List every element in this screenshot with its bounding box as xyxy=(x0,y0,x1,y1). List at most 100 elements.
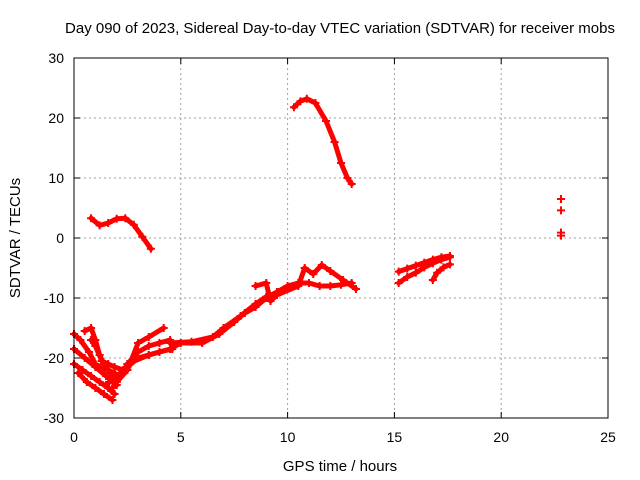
data-point xyxy=(557,231,566,240)
data-point xyxy=(138,232,147,241)
data-point xyxy=(445,260,454,269)
data-point xyxy=(309,270,318,278)
data-point xyxy=(428,255,437,264)
data-point xyxy=(112,378,121,386)
y-axis-label: SDTVAR / TECUs xyxy=(7,178,24,298)
y-tick-label: 20 xyxy=(48,110,64,126)
data-point xyxy=(159,324,168,332)
x-tick-label: 10 xyxy=(280,429,296,445)
data-point xyxy=(112,214,121,223)
data-point xyxy=(337,159,345,167)
data-point xyxy=(315,282,324,290)
data-point xyxy=(84,348,93,356)
data-point xyxy=(110,390,119,398)
data-point xyxy=(119,366,128,374)
data-point xyxy=(343,174,352,182)
data-point xyxy=(411,261,420,270)
data-point xyxy=(403,273,412,281)
series-line xyxy=(430,261,453,283)
data-point xyxy=(251,282,260,290)
data-point xyxy=(91,342,100,350)
data-point xyxy=(439,263,448,272)
data-point xyxy=(266,297,275,305)
data-point xyxy=(76,336,85,344)
series-late-points xyxy=(557,195,566,240)
series-late-cluster-b xyxy=(394,252,454,276)
data-point xyxy=(262,279,271,287)
grid-lines xyxy=(74,58,608,418)
data-point xyxy=(302,94,311,103)
data-point xyxy=(87,214,96,223)
data-point xyxy=(445,252,454,260)
y-tick-label: -10 xyxy=(44,290,64,306)
data-point xyxy=(236,312,245,320)
data-point xyxy=(121,214,130,223)
data-point xyxy=(437,253,446,262)
y-tick-label: 0 xyxy=(56,230,64,246)
data-point xyxy=(311,99,320,107)
data-point xyxy=(251,300,260,308)
data-point xyxy=(155,339,164,347)
data-point xyxy=(91,363,100,371)
series-line xyxy=(99,358,126,373)
data-point xyxy=(347,180,356,188)
data-point xyxy=(337,280,345,289)
x-tick-label: 5 xyxy=(177,429,185,445)
data-point xyxy=(317,261,326,269)
series-late-cluster-c xyxy=(428,260,454,284)
data-point xyxy=(97,357,106,365)
data-point xyxy=(104,219,113,227)
data-point xyxy=(304,279,313,287)
x-tick-label: 0 xyxy=(70,429,78,445)
data-point xyxy=(394,279,403,287)
series-early-low-d xyxy=(74,369,117,404)
data-point xyxy=(82,378,91,386)
x-tick-label: 20 xyxy=(493,429,509,445)
series-line xyxy=(124,280,355,367)
series-main-track xyxy=(123,279,356,368)
data-point xyxy=(144,342,153,350)
data-point xyxy=(294,282,303,290)
x-tick-label: 25 xyxy=(600,429,616,445)
data-point xyxy=(433,268,442,277)
data-point xyxy=(99,390,108,398)
data-point xyxy=(74,369,83,377)
data-point xyxy=(330,138,339,146)
data-series xyxy=(70,94,566,404)
data-point xyxy=(102,372,111,380)
data-point xyxy=(87,372,96,380)
data-point xyxy=(104,360,113,368)
data-point xyxy=(129,220,138,229)
series-mid-rise-d xyxy=(97,357,128,374)
data-point xyxy=(300,264,309,272)
data-point xyxy=(110,363,119,371)
series-positive-peak xyxy=(290,94,356,188)
data-point xyxy=(411,268,420,277)
data-point xyxy=(290,103,299,112)
data-point xyxy=(219,324,228,332)
data-point xyxy=(403,264,412,273)
data-point xyxy=(322,117,331,125)
data-point xyxy=(208,333,217,341)
data-point xyxy=(87,324,96,332)
data-point xyxy=(166,339,175,347)
series-evening-bumps xyxy=(251,261,360,305)
data-point xyxy=(326,267,335,275)
data-point xyxy=(144,333,153,341)
axes: 0 5 10 15 20 25 -30 -20 -10 0 10 20 30 xyxy=(44,50,616,445)
data-point xyxy=(78,366,87,374)
data-point xyxy=(134,339,143,347)
y-tick-label: 10 xyxy=(48,170,64,186)
data-point xyxy=(108,384,117,392)
data-point xyxy=(102,381,111,389)
data-point xyxy=(146,244,155,253)
y-tick-label: -20 xyxy=(44,350,64,366)
data-point xyxy=(91,384,100,392)
data-point xyxy=(420,258,429,267)
series-line xyxy=(291,96,355,187)
data-point xyxy=(144,351,153,359)
data-point xyxy=(557,195,566,203)
data-point xyxy=(557,206,566,215)
x-tick-label: 15 xyxy=(387,429,403,445)
